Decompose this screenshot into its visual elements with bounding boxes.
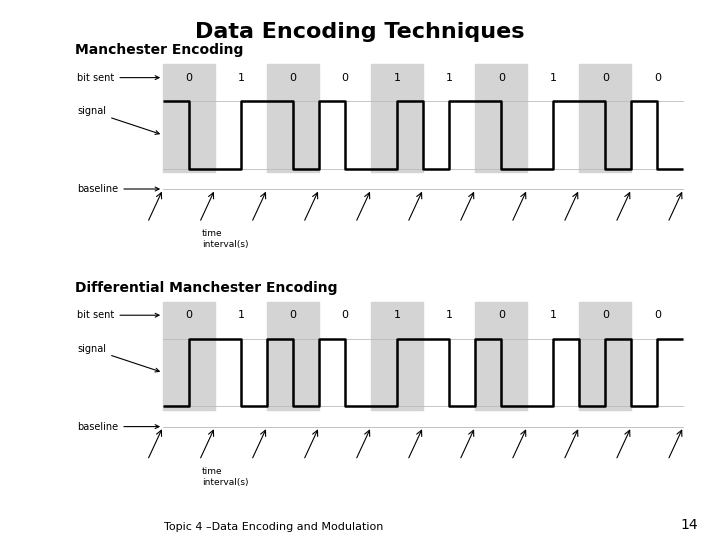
Text: 0: 0	[186, 72, 192, 83]
Text: 14: 14	[681, 518, 698, 532]
Text: 1: 1	[238, 72, 245, 83]
Text: 0: 0	[498, 72, 505, 83]
Text: 1: 1	[394, 310, 401, 320]
Text: signal: signal	[77, 106, 159, 134]
Text: baseline: baseline	[77, 184, 159, 194]
Text: 0: 0	[289, 72, 297, 83]
Text: signal: signal	[77, 344, 159, 372]
Text: Manchester Encoding: Manchester Encoding	[75, 43, 243, 57]
Text: Topic 4 –Data Encoding and Modulation: Topic 4 –Data Encoding and Modulation	[164, 522, 383, 532]
Text: baseline: baseline	[77, 422, 159, 431]
Text: Data Encoding Techniques: Data Encoding Techniques	[195, 22, 525, 42]
Text: 1: 1	[394, 72, 401, 83]
Text: 1: 1	[446, 310, 453, 320]
Text: 0: 0	[654, 72, 661, 83]
Text: time
interval(s): time interval(s)	[202, 230, 248, 249]
Text: 0: 0	[498, 310, 505, 320]
Text: 0: 0	[342, 72, 348, 83]
Text: 1: 1	[550, 310, 557, 320]
Text: 0: 0	[289, 310, 297, 320]
Text: 0: 0	[602, 310, 609, 320]
Text: 1: 1	[446, 72, 453, 83]
Text: 0: 0	[654, 310, 661, 320]
Text: 1: 1	[550, 72, 557, 83]
Text: 0: 0	[186, 310, 192, 320]
Text: 0: 0	[602, 72, 609, 83]
Text: bit sent: bit sent	[77, 72, 159, 83]
Text: Differential Manchester Encoding: Differential Manchester Encoding	[75, 281, 337, 295]
Text: 1: 1	[238, 310, 245, 320]
Text: time
interval(s): time interval(s)	[202, 467, 248, 487]
Text: 0: 0	[342, 310, 348, 320]
Text: bit sent: bit sent	[77, 310, 159, 320]
